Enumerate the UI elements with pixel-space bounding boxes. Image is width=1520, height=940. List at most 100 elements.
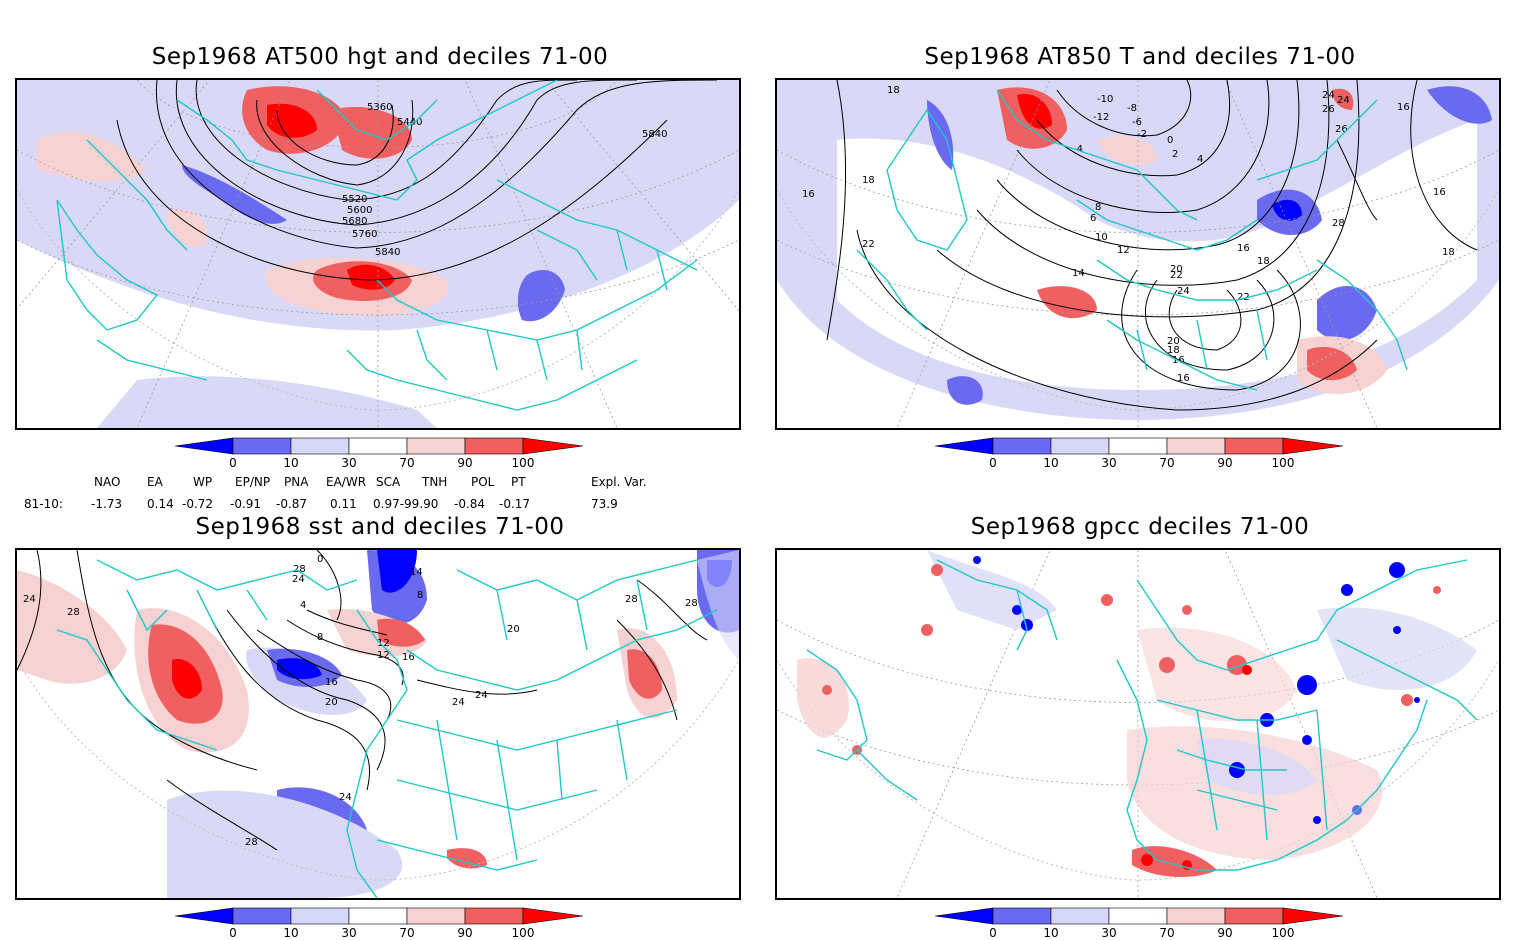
teleconn-header: EA/WR bbox=[326, 475, 367, 489]
contour-label: 26 bbox=[1335, 124, 1348, 135]
contour-label: 18 bbox=[1257, 256, 1270, 267]
colorbar-bottom-left: 0 10 30 70 90 100 bbox=[174, 907, 605, 940]
colorbar-tick-label: 30 bbox=[341, 926, 356, 940]
colorbar-svg: 0 10 30 70 90 100 bbox=[174, 437, 584, 470]
colorbar-segment bbox=[1050, 907, 1110, 925]
teleconn-header: TNH bbox=[422, 475, 448, 489]
map-panel-hgt500: 5360 5440 5520 5600 5680 5760 5840 5840 bbox=[15, 78, 741, 430]
contour-label: 5840 bbox=[642, 129, 667, 140]
colorbar-tick-label: 70 bbox=[1159, 926, 1174, 940]
colorbar-min-arrow bbox=[174, 437, 234, 455]
colorbar-segment bbox=[1224, 437, 1284, 455]
gpcc-map bbox=[777, 550, 1499, 898]
contour-label: 16 bbox=[325, 677, 338, 688]
contour-label: 18 bbox=[1167, 345, 1180, 356]
teleconnection-table: NAO EA WP EP/NP PNA EA/WR SCA TNH POL PT… bbox=[14, 473, 714, 517]
contour-label: 5840 bbox=[375, 247, 400, 258]
colorbar-segment bbox=[1108, 907, 1168, 925]
colorbar-tick-label: 100 bbox=[1272, 456, 1295, 470]
colorbar-max-arrow bbox=[522, 437, 584, 455]
coastline-lines bbox=[806, 559, 1478, 871]
contour-label: 24 bbox=[292, 574, 305, 585]
contour-label: 5680 bbox=[342, 216, 367, 227]
colorbar-bottom-right: 0 10 30 70 90 100 bbox=[934, 907, 1365, 940]
colorbar-segment bbox=[290, 907, 350, 925]
panel-title-gpcc: Sep1968 gpcc deciles 71-00 bbox=[970, 514, 1310, 540]
colorbar-tick-label: 100 bbox=[512, 456, 535, 470]
contour-label: -10 bbox=[1097, 94, 1113, 105]
contour-label: 0 bbox=[1167, 135, 1173, 146]
contour-label: 20 bbox=[325, 697, 338, 708]
teleconn-value: 73.9 bbox=[591, 497, 618, 511]
map-panel-t850: 18 16 -10 -12 -8 -6 -4 -2 0 2 4 6 8 10 1… bbox=[775, 78, 1501, 430]
contour-label: -4 bbox=[1073, 144, 1083, 155]
colorbar-tick-label: 90 bbox=[1217, 926, 1232, 940]
colorbar-segment bbox=[992, 437, 1052, 455]
colorbar-tick-label: 10 bbox=[283, 456, 298, 470]
contour-label: 16 bbox=[802, 189, 815, 200]
colorbar-min-arrow bbox=[934, 907, 994, 925]
teleconn-row-label: 81-10: bbox=[24, 497, 63, 511]
teleconn-value: -0.87 bbox=[276, 497, 308, 511]
colorbar-segment bbox=[992, 907, 1052, 925]
contour-label: 18 bbox=[862, 175, 875, 186]
contour-label: 24 bbox=[1322, 90, 1335, 101]
teleconn-header: EA bbox=[147, 475, 163, 489]
contour-label: 0 bbox=[317, 554, 323, 565]
colorbar-tick-label: 90 bbox=[457, 926, 472, 940]
contour-label: 24 bbox=[339, 792, 352, 803]
colorbar-segment bbox=[406, 907, 466, 925]
t850-map: 18 16 -10 -12 -8 -6 -4 -2 0 2 4 6 8 10 1… bbox=[777, 80, 1499, 428]
contour-label: 22 bbox=[1170, 270, 1183, 281]
colorbar-segment bbox=[1050, 437, 1110, 455]
contour-label: 20 bbox=[1170, 264, 1183, 275]
colorbar-tick-label: 0 bbox=[989, 926, 997, 940]
colorbar-min-arrow bbox=[174, 907, 234, 925]
teleconn-header: EP/NP bbox=[235, 475, 271, 489]
contour-label: 22 bbox=[862, 239, 875, 250]
map-panel-sst: 24 28 0 4 8 12 16 20 24 28 28 14 8 12 16… bbox=[15, 548, 741, 900]
contour-label: 14 bbox=[410, 567, 423, 578]
colorbar-tick-label: 100 bbox=[1272, 926, 1295, 940]
contour-label: 16 bbox=[1433, 187, 1446, 198]
contour-label: 5760 bbox=[352, 229, 377, 240]
coastline-lines bbox=[56, 559, 718, 898]
colorbar-segment bbox=[1224, 907, 1284, 925]
teleconn-value: -0.84 bbox=[454, 497, 486, 511]
contour-label: 22 bbox=[1237, 292, 1250, 303]
teleconn-header: NAO bbox=[94, 475, 121, 489]
contour-label: 10 bbox=[1095, 232, 1108, 243]
colorbar-max-arrow bbox=[1282, 907, 1344, 925]
contour-label: -12 bbox=[1093, 112, 1109, 123]
colorbar-tick-label: 90 bbox=[457, 456, 472, 470]
teleconn-header: PNA bbox=[284, 475, 309, 489]
contour-label: 18 bbox=[1442, 247, 1455, 258]
coastline-lines bbox=[856, 89, 1408, 391]
contour-label: 12 bbox=[377, 638, 390, 649]
contour-label: 5520 bbox=[342, 194, 367, 205]
contour-label: 28 bbox=[685, 598, 698, 609]
colorbar-segment bbox=[290, 437, 350, 455]
contour-label: -2 bbox=[1137, 129, 1147, 140]
contour-label: 5360 bbox=[367, 102, 392, 113]
contour-label: 8 bbox=[1095, 202, 1101, 213]
contour-label: 16 bbox=[1237, 243, 1250, 254]
contour-label: 14 bbox=[1072, 268, 1085, 279]
teleconn-value: -0.17 bbox=[499, 497, 531, 511]
colorbar-segment bbox=[348, 907, 408, 925]
colorbar-tick-label: 30 bbox=[341, 456, 356, 470]
contour-label: 8 bbox=[317, 632, 323, 643]
teleconn-value: -0.72 bbox=[182, 497, 214, 511]
colorbar-segment bbox=[232, 907, 292, 925]
contour-label: 24 bbox=[1177, 286, 1190, 297]
colorbar-tick-label: 30 bbox=[1101, 456, 1116, 470]
colorbar-max-arrow bbox=[522, 907, 584, 925]
teleconn-header: PT bbox=[511, 475, 526, 489]
contour-label: 28 bbox=[67, 607, 80, 618]
hgt500-map: 5360 5440 5520 5600 5680 5760 5840 5840 bbox=[17, 80, 739, 428]
colorbar-tick-label: 10 bbox=[1043, 456, 1058, 470]
contour-label: 5440 bbox=[397, 117, 422, 128]
panel-title-sst: Sep1968 sst and deciles 71-00 bbox=[195, 514, 565, 540]
contour-label: 4 bbox=[300, 600, 306, 611]
contour-label: 4 bbox=[1197, 154, 1203, 165]
